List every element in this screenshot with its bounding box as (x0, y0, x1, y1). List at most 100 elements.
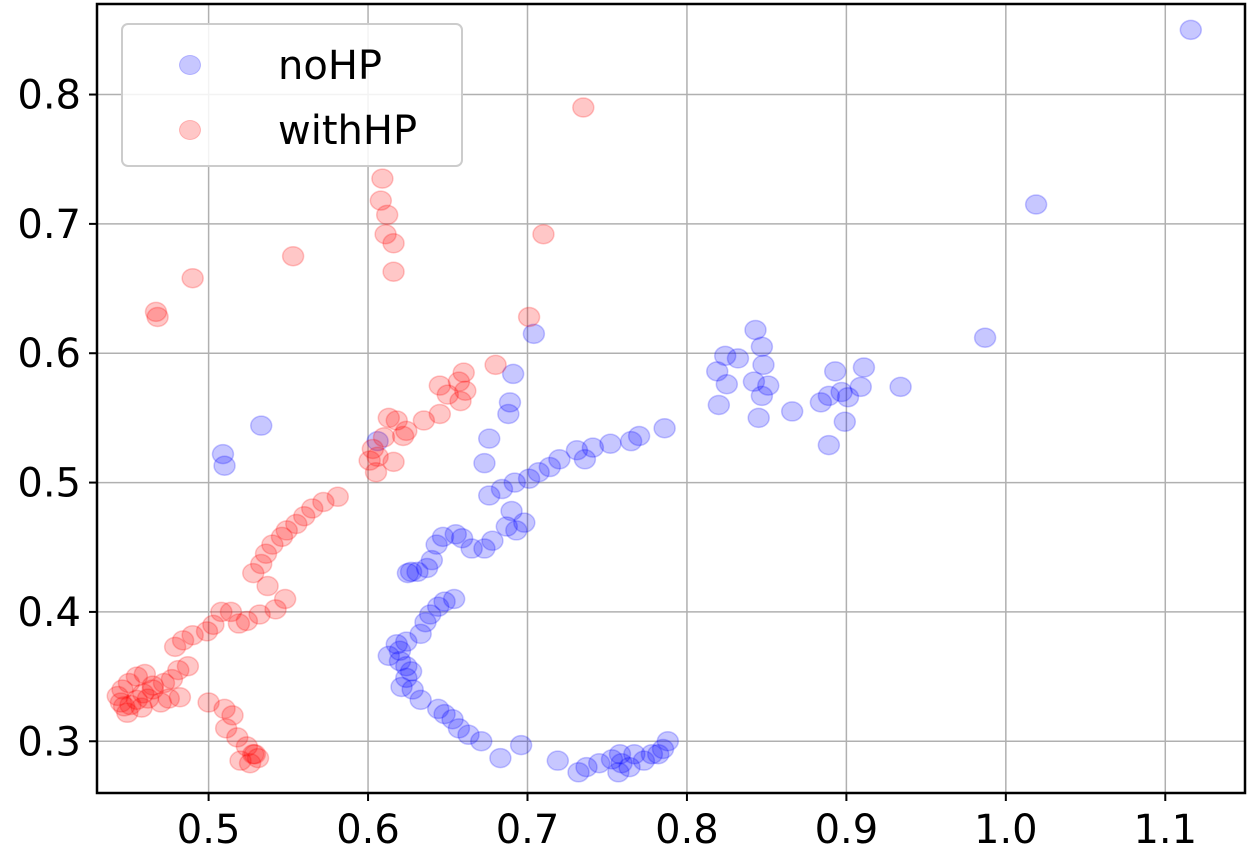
x-tick-label: 1.1 (1133, 807, 1197, 850)
scatter-point (418, 604, 442, 625)
scatter-point (374, 223, 397, 245)
scatter-point (213, 455, 236, 477)
scatter-point (608, 743, 632, 765)
scatter-point (171, 630, 195, 651)
scatter-point (481, 530, 504, 552)
scatter-point (447, 371, 471, 392)
scatter-point (715, 374, 739, 395)
scatter-point (382, 451, 405, 473)
scatter-point (575, 756, 598, 778)
scatter-point (249, 415, 273, 436)
scatter-point (358, 450, 381, 471)
scatter-point (498, 392, 522, 413)
scatter-point (522, 323, 546, 345)
scatter-point (1024, 194, 1048, 215)
y-tick-label: 0.8 (17, 73, 81, 119)
scatter-point (293, 505, 316, 527)
scatter-point (742, 371, 766, 392)
scatter-point (836, 386, 860, 408)
scatter-point (119, 694, 142, 716)
scatter-point (433, 591, 456, 612)
scatter-point (473, 452, 496, 474)
scatter-point (632, 750, 656, 771)
scatter-point (197, 692, 220, 713)
scatter-point (414, 612, 437, 633)
scatter-point (817, 385, 841, 407)
legend-marker-withhp (179, 120, 201, 140)
scatter-point (111, 679, 134, 700)
scatter-point (117, 672, 141, 694)
y-tick-label: 0.3 (17, 719, 81, 765)
scatter-point (441, 709, 464, 730)
scatter-point (527, 461, 550, 483)
scatter-point (226, 727, 249, 748)
grid-lines (97, 4, 1245, 793)
scatter-point (713, 345, 737, 367)
scatter-point (501, 363, 525, 385)
scatter-point (618, 756, 641, 778)
x-tick-label: 0.7 (496, 807, 560, 850)
scatter-point (112, 696, 136, 717)
scatter-point (651, 738, 675, 760)
scatter-point (420, 549, 444, 571)
scatter-point (396, 562, 420, 584)
scatter-point (149, 692, 173, 713)
scatter-point (285, 513, 308, 535)
scatter-point (442, 588, 466, 610)
scatter-point (235, 610, 259, 632)
scatter-point (470, 731, 493, 752)
scatter-point (211, 443, 235, 465)
scatter-point (152, 672, 176, 694)
scatter-point (646, 743, 670, 765)
scatter-point (242, 562, 265, 584)
scatter-point (599, 433, 622, 455)
scatter-point (477, 485, 501, 506)
scatter-point (572, 97, 595, 118)
scatter-point (371, 168, 394, 189)
scatter-point (261, 534, 284, 555)
scatter-point (131, 683, 155, 704)
scatter-point (500, 500, 523, 522)
scatter-point (640, 743, 664, 765)
scatter-point (447, 718, 471, 739)
x-tick-label: 0.5 (177, 807, 241, 850)
scatter-point (623, 743, 646, 765)
scatter-point (176, 655, 200, 677)
y-tick-label: 0.7 (17, 202, 81, 248)
scatter-point (546, 750, 570, 771)
scatter-point (130, 697, 153, 718)
scatter-point (757, 375, 780, 396)
scatter-point (382, 261, 405, 282)
scatter-point (242, 743, 265, 765)
scatter-point (705, 361, 729, 382)
scatter-point (565, 439, 589, 461)
scatter-point (473, 538, 496, 559)
scatter-point (157, 688, 180, 709)
scatter-point (889, 376, 912, 398)
scatter-point (752, 354, 775, 376)
scatter-point (141, 675, 165, 696)
scatter-point (495, 516, 519, 537)
data-series (106, 19, 1203, 783)
scatter-point (301, 498, 324, 519)
scatter-point (607, 762, 630, 783)
plot-frame (95, 2, 1247, 795)
scatter-point (235, 736, 259, 757)
scatter-point (450, 527, 474, 549)
scatter-point (238, 753, 262, 774)
scatter-point (214, 718, 238, 739)
scatter-point (457, 724, 480, 746)
scatter-point (382, 233, 405, 254)
scatter-point (567, 762, 590, 783)
scatter-point (125, 666, 149, 687)
scatter-point (426, 698, 450, 720)
scatter-point (181, 267, 204, 289)
scatter-point (227, 613, 251, 634)
scatter-point (167, 659, 190, 681)
scatter-point (160, 668, 184, 690)
scatter-point (449, 390, 472, 412)
scatter-point (210, 601, 233, 623)
y-tick-label: 0.4 (17, 590, 81, 636)
scatter-point (395, 631, 418, 652)
